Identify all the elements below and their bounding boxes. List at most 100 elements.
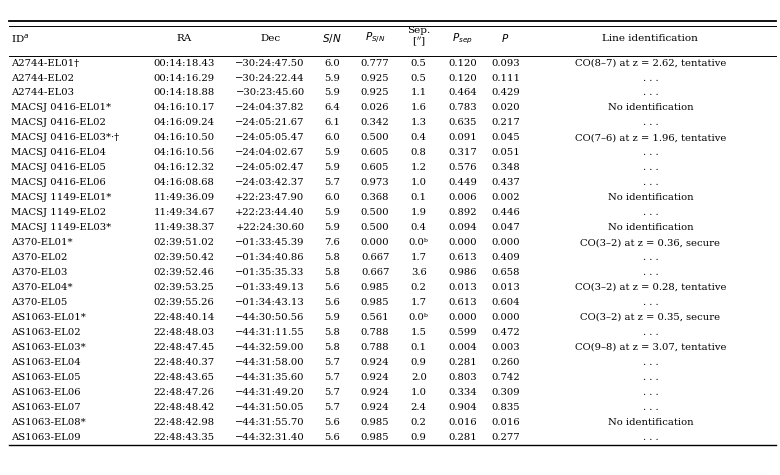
Text: −44:31:55.70: −44:31:55.70 <box>236 418 305 427</box>
Text: AS1063-EL06: AS1063-EL06 <box>11 388 80 397</box>
Text: $P_{sep}$: $P_{sep}$ <box>452 31 473 46</box>
Text: 22:48:47.45: 22:48:47.45 <box>154 343 214 352</box>
Text: MACSJ 0416-EL06: MACSJ 0416-EL06 <box>11 178 105 187</box>
Text: 5.6: 5.6 <box>324 433 340 442</box>
Text: 0.000: 0.000 <box>491 313 519 322</box>
Text: 0.605: 0.605 <box>361 148 389 157</box>
Text: . . .: . . . <box>643 388 658 397</box>
Text: 0.9: 0.9 <box>411 433 427 442</box>
Text: 00:14:16.29: 00:14:16.29 <box>154 74 214 83</box>
Text: 0.120: 0.120 <box>448 58 477 67</box>
Text: Line identification: Line identification <box>602 34 698 43</box>
Text: 02:39:52.46: 02:39:52.46 <box>154 268 214 277</box>
Text: A2744-EL02: A2744-EL02 <box>11 74 74 83</box>
Text: 0.777: 0.777 <box>361 58 389 67</box>
Text: 0.277: 0.277 <box>491 433 519 442</box>
Text: −30:23:45.60: −30:23:45.60 <box>236 88 305 97</box>
Text: 0.020: 0.020 <box>491 104 519 113</box>
Text: 22:48:40.14: 22:48:40.14 <box>154 313 214 322</box>
Text: 0.120: 0.120 <box>448 74 477 83</box>
Text: . . .: . . . <box>643 253 658 262</box>
Text: MACSJ 0416-EL01*: MACSJ 0416-EL01* <box>11 104 111 113</box>
Text: −24:03:42.37: −24:03:42.37 <box>236 178 305 187</box>
Text: 0.047: 0.047 <box>491 223 519 232</box>
Text: 1.0: 1.0 <box>411 388 427 397</box>
Text: +22:23:47.90: +22:23:47.90 <box>236 193 305 202</box>
Text: 5.9: 5.9 <box>324 223 340 232</box>
Text: ID$^a$: ID$^a$ <box>11 32 30 45</box>
Text: −01:34:40.86: −01:34:40.86 <box>236 253 305 262</box>
Text: 6.4: 6.4 <box>324 104 340 113</box>
Text: 0.002: 0.002 <box>491 193 519 202</box>
Text: 0.091: 0.091 <box>448 133 477 142</box>
Text: MACSJ 0416-EL05: MACSJ 0416-EL05 <box>11 163 106 172</box>
Text: CO(7–6) at z = 1.96, tentative: CO(7–6) at z = 1.96, tentative <box>575 133 726 142</box>
Text: 0.924: 0.924 <box>360 358 389 367</box>
Text: AS1063-EL05: AS1063-EL05 <box>11 373 80 382</box>
Text: 0.409: 0.409 <box>491 253 519 262</box>
Text: . . .: . . . <box>643 433 658 442</box>
Text: CO(3–2) at z = 0.35, secure: CO(3–2) at z = 0.35, secure <box>580 313 721 322</box>
Text: 5.6: 5.6 <box>324 283 340 292</box>
Text: 0.924: 0.924 <box>360 373 389 382</box>
Text: −24:05:21.67: −24:05:21.67 <box>236 118 305 127</box>
Text: 5.8: 5.8 <box>324 268 340 277</box>
Text: 0.429: 0.429 <box>491 88 519 97</box>
Text: 22:48:47.26: 22:48:47.26 <box>154 388 214 397</box>
Text: 0.004: 0.004 <box>448 343 477 352</box>
Text: 5.9: 5.9 <box>324 148 340 157</box>
Text: 11:49:34.67: 11:49:34.67 <box>154 208 214 217</box>
Text: 0.006: 0.006 <box>448 193 477 202</box>
Text: 1.7: 1.7 <box>411 298 427 307</box>
Text: . . .: . . . <box>643 373 658 382</box>
Text: 5.7: 5.7 <box>324 403 340 412</box>
Text: AS1063-EL01*: AS1063-EL01* <box>11 313 86 322</box>
Text: 0.985: 0.985 <box>361 283 389 292</box>
Text: 0.093: 0.093 <box>491 58 519 67</box>
Text: 0.026: 0.026 <box>361 104 389 113</box>
Text: 0.924: 0.924 <box>360 388 389 397</box>
Text: 00:14:18.43: 00:14:18.43 <box>154 58 214 67</box>
Text: 6.0: 6.0 <box>324 58 340 67</box>
Text: 0.016: 0.016 <box>448 418 477 427</box>
Text: 22:48:48.42: 22:48:48.42 <box>154 403 214 412</box>
Text: $P$: $P$ <box>502 32 509 45</box>
Text: MACSJ 0416-EL02: MACSJ 0416-EL02 <box>11 118 106 127</box>
Text: . . .: . . . <box>643 403 658 412</box>
Text: 1.2: 1.2 <box>411 163 427 172</box>
Text: 0.1: 0.1 <box>411 343 427 352</box>
Text: −24:04:37.82: −24:04:37.82 <box>236 104 305 113</box>
Text: A2744-EL03: A2744-EL03 <box>11 88 74 97</box>
Text: A370-EL01*: A370-EL01* <box>11 238 73 247</box>
Text: MACSJ 0416-EL04: MACSJ 0416-EL04 <box>11 148 106 157</box>
Text: 0.835: 0.835 <box>491 403 519 412</box>
Text: No identification: No identification <box>608 223 693 232</box>
Text: CO(3–2) at z = 0.36, secure: CO(3–2) at z = 0.36, secure <box>580 238 721 247</box>
Text: $S/N$: $S/N$ <box>322 32 342 45</box>
Text: −44:31:35.60: −44:31:35.60 <box>236 373 305 382</box>
Text: 0.973: 0.973 <box>361 178 389 187</box>
Text: A370-EL04*: A370-EL04* <box>11 283 73 292</box>
Text: 2.4: 2.4 <box>411 403 427 412</box>
Text: 0.0ᵇ: 0.0ᵇ <box>409 313 429 322</box>
Text: 0.658: 0.658 <box>491 268 519 277</box>
Text: AS1063-EL08*: AS1063-EL08* <box>11 418 86 427</box>
Text: AS1063-EL04: AS1063-EL04 <box>11 358 80 367</box>
Text: 0.003: 0.003 <box>491 343 519 352</box>
Text: 1.9: 1.9 <box>411 208 427 217</box>
Text: 0.051: 0.051 <box>491 148 519 157</box>
Text: MACSJ 1149-EL03*: MACSJ 1149-EL03* <box>11 223 112 232</box>
Text: 0.111: 0.111 <box>491 74 520 83</box>
Text: 0.667: 0.667 <box>361 253 389 262</box>
Text: A370-EL03: A370-EL03 <box>11 268 67 277</box>
Text: 0.904: 0.904 <box>448 403 477 412</box>
Text: Dec: Dec <box>260 34 280 43</box>
Text: −44:32:59.00: −44:32:59.00 <box>236 343 305 352</box>
Text: 0.449: 0.449 <box>448 178 477 187</box>
Text: 0.5: 0.5 <box>411 74 427 83</box>
Text: 0.576: 0.576 <box>448 163 477 172</box>
Text: . . .: . . . <box>643 358 658 367</box>
Text: . . .: . . . <box>643 268 658 277</box>
Text: AS1063-EL03*: AS1063-EL03* <box>11 343 86 352</box>
Text: 0.000: 0.000 <box>448 313 477 322</box>
